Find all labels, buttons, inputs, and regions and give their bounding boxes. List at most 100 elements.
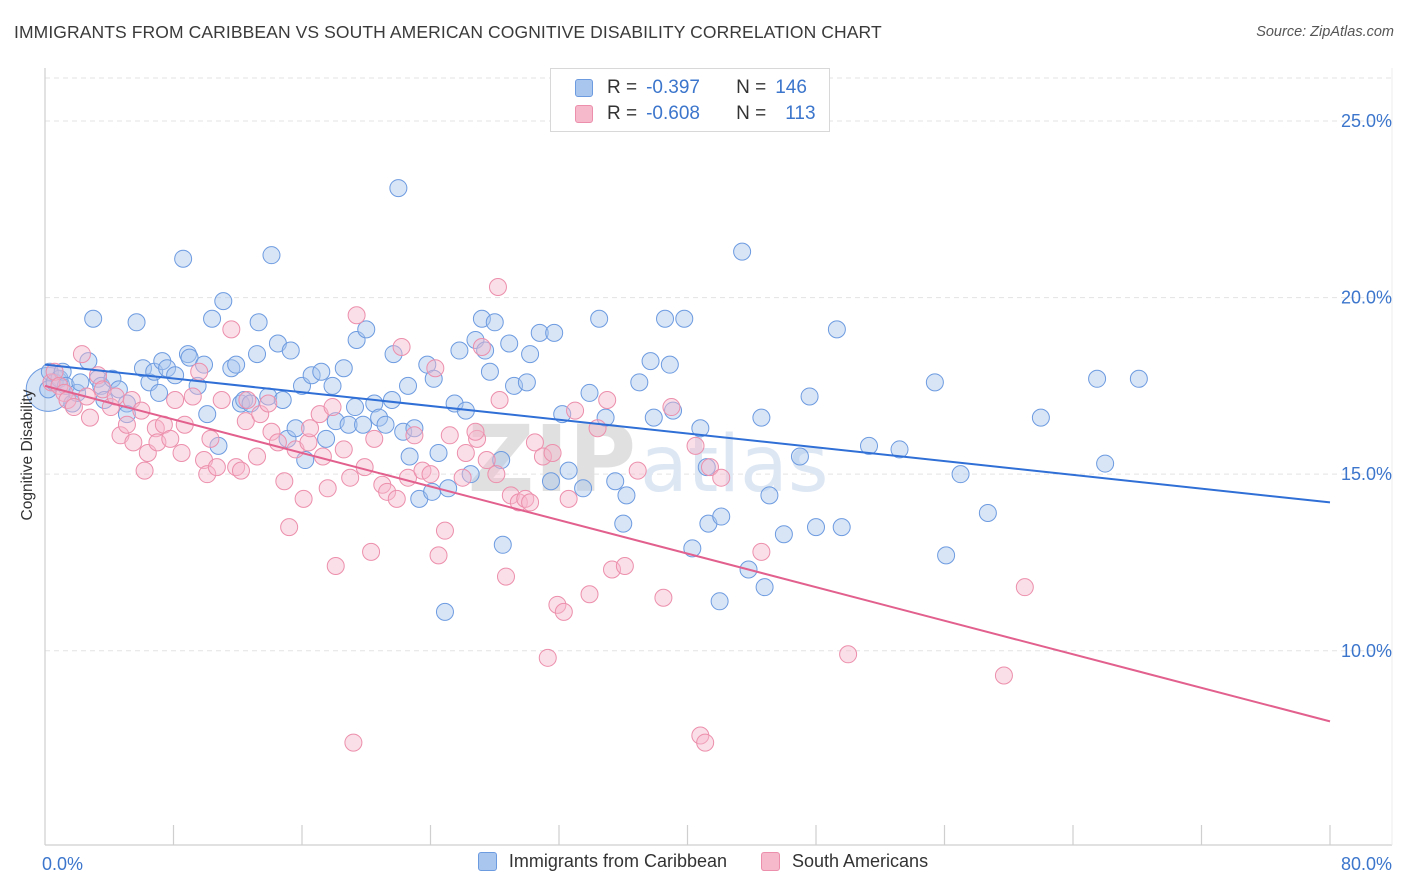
caribbean-point bbox=[517, 373, 536, 392]
south-american-point bbox=[207, 458, 226, 477]
south-american-point bbox=[712, 468, 731, 487]
y-tick-label: 20.0% bbox=[1341, 288, 1392, 308]
south-american-point bbox=[323, 398, 342, 417]
caribbean-point bbox=[227, 355, 246, 374]
caribbean-point bbox=[644, 408, 663, 427]
south-american-point bbox=[405, 426, 424, 445]
caribbean-point bbox=[860, 436, 879, 455]
south-american-point bbox=[301, 419, 320, 438]
south-american-point bbox=[487, 465, 506, 484]
series-swatch-south-americans bbox=[761, 852, 780, 871]
series-legend-south-americans[interactable]: South Americans bbox=[761, 851, 928, 872]
south-american-point bbox=[994, 666, 1013, 685]
south-american-point bbox=[236, 412, 255, 431]
caribbean-point bbox=[800, 387, 819, 406]
caribbean-point bbox=[827, 320, 846, 339]
series-name-caribbean: Immigrants from Caribbean bbox=[508, 851, 727, 871]
caribbean-point bbox=[691, 419, 710, 438]
south-american-point bbox=[318, 479, 337, 498]
south-american-point bbox=[615, 556, 634, 575]
caribbean-point bbox=[203, 309, 222, 328]
legend-r-value: -0.608 bbox=[646, 103, 700, 124]
caribbean-point bbox=[1096, 454, 1115, 473]
south-american-point bbox=[262, 422, 281, 441]
legend-row-caribbean: R = -0.397 N = 146 bbox=[575, 76, 807, 100]
caribbean-point bbox=[399, 376, 418, 395]
caribbean-point bbox=[281, 341, 300, 360]
caribbean-point bbox=[198, 405, 217, 424]
caribbean-point bbox=[262, 246, 281, 265]
south-american-point bbox=[1015, 578, 1034, 597]
south-american-point bbox=[201, 429, 220, 448]
caribbean-point bbox=[683, 539, 702, 558]
south-american-point bbox=[566, 401, 585, 420]
caribbean-point bbox=[951, 465, 970, 484]
caribbean-point bbox=[978, 504, 997, 523]
caribbean-point bbox=[376, 415, 395, 434]
caribbean-point bbox=[312, 362, 331, 381]
caribbean-point bbox=[660, 355, 679, 374]
caribbean-point bbox=[733, 242, 752, 261]
caribbean-point bbox=[346, 398, 365, 417]
series-legend-caribbean[interactable]: Immigrants from Caribbean bbox=[477, 851, 727, 872]
south-american-point bbox=[468, 429, 487, 448]
legend-row-south-americans: R = -0.608 N = 113 bbox=[575, 102, 816, 126]
legend-n-value: 113 bbox=[785, 103, 816, 124]
south-american-point bbox=[440, 426, 459, 445]
south-american-point bbox=[117, 415, 136, 434]
caribbean-point bbox=[590, 309, 609, 328]
caribbean-point bbox=[480, 362, 499, 381]
caribbean-point bbox=[807, 518, 825, 537]
caribbean-point bbox=[774, 525, 793, 544]
south-american-point bbox=[124, 433, 143, 452]
south-american-point bbox=[392, 338, 411, 357]
caribbean-point bbox=[545, 323, 564, 342]
caribbean-point bbox=[439, 479, 458, 498]
caribbean-point bbox=[249, 313, 268, 332]
caribbean-point bbox=[1088, 369, 1107, 388]
south-american-point bbox=[580, 585, 599, 604]
south-american-point bbox=[347, 306, 366, 325]
caribbean-point bbox=[429, 443, 448, 462]
legend-r-value: -0.397 bbox=[646, 77, 700, 98]
south-american-point bbox=[429, 546, 448, 565]
caribbean-point bbox=[541, 472, 560, 491]
south-american-point bbox=[341, 468, 360, 487]
caribbean-point bbox=[180, 348, 199, 367]
south-american-point bbox=[365, 429, 384, 448]
caribbean-point bbox=[641, 352, 660, 371]
south-american-point bbox=[198, 465, 217, 484]
caribbean-point bbox=[937, 546, 956, 565]
y-axis-label: Cognitive Disability bbox=[19, 389, 36, 521]
caribbean-point bbox=[317, 429, 336, 448]
trend-layer bbox=[44, 363, 1331, 723]
caribbean-point bbox=[248, 345, 267, 364]
south-american-point bbox=[516, 489, 535, 508]
caribbean-point bbox=[174, 249, 193, 268]
caribbean-point bbox=[617, 486, 636, 505]
caribbean-point bbox=[755, 578, 774, 597]
south-american-point bbox=[456, 443, 475, 462]
south-american-trend-line bbox=[44, 384, 1331, 723]
south-american-point bbox=[190, 362, 209, 381]
south-american-point bbox=[554, 602, 573, 621]
caribbean-point bbox=[400, 447, 419, 466]
legend-n-label: N = bbox=[736, 77, 767, 98]
caribbean-point bbox=[150, 383, 169, 402]
caribbean-point bbox=[559, 461, 578, 480]
south-american-point bbox=[662, 398, 681, 417]
south-american-point bbox=[259, 394, 278, 413]
caribbean-point bbox=[302, 366, 321, 385]
x-tick-label: 80.0% bbox=[1341, 854, 1392, 874]
legend-swatch-caribbean bbox=[575, 79, 593, 97]
y-tick-label: 25.0% bbox=[1341, 111, 1392, 131]
caribbean-point bbox=[405, 419, 424, 438]
south-american-point bbox=[521, 493, 540, 512]
source-label: Source: ZipAtlas.com bbox=[1256, 24, 1394, 40]
caribbean-point bbox=[925, 373, 944, 392]
caribbean-point bbox=[334, 359, 353, 378]
south-american-point bbox=[299, 433, 318, 452]
south-american-point bbox=[227, 458, 246, 477]
caribbean-point bbox=[323, 376, 342, 395]
south-american-point bbox=[212, 390, 231, 409]
